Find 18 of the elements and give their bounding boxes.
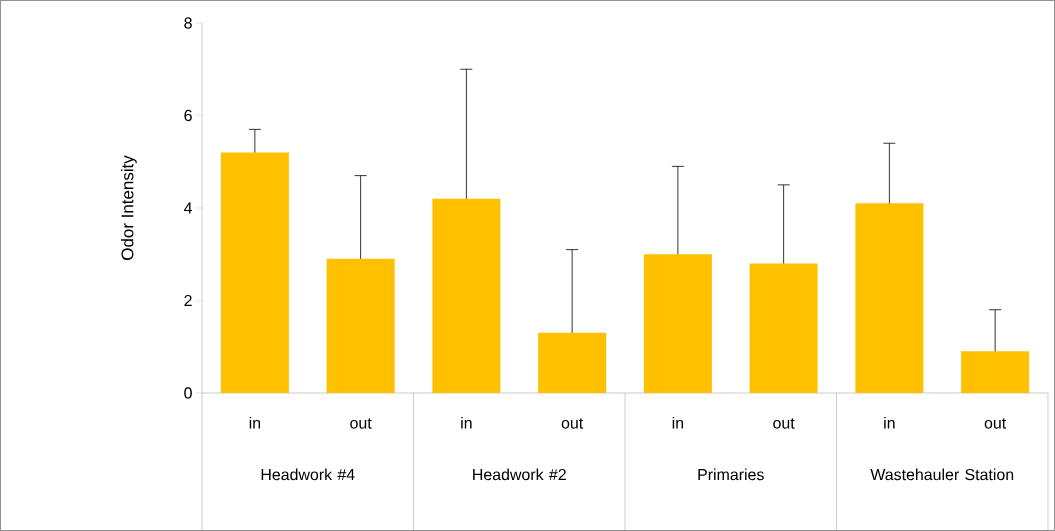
x-tick-label: out [350, 418, 372, 429]
x-tick-label: in [249, 416, 261, 429]
text: Primaries [698, 468, 764, 481]
text: Wastehauler Station [870, 468, 1014, 481]
text: Headwork #4 [261, 468, 355, 481]
x-tick-label: in [672, 416, 684, 429]
y-tick-label: 6 [184, 109, 192, 122]
y-tick-label: 0 [184, 387, 192, 399]
text: Headwork #2 [473, 468, 566, 481]
x-tick-label: out [561, 418, 584, 429]
x-tick-label: out [773, 418, 795, 429]
x-tick-label: out [984, 418, 1007, 429]
y-tick-label: 2 [184, 294, 192, 306]
y-axis-title: Odor Intensity [121, 155, 137, 260]
y-tick-label: 4 [183, 202, 193, 214]
x-tick-label: in [884, 416, 895, 429]
x-tick-label: in [461, 416, 472, 429]
y-tick-label: 8 [184, 17, 192, 29]
